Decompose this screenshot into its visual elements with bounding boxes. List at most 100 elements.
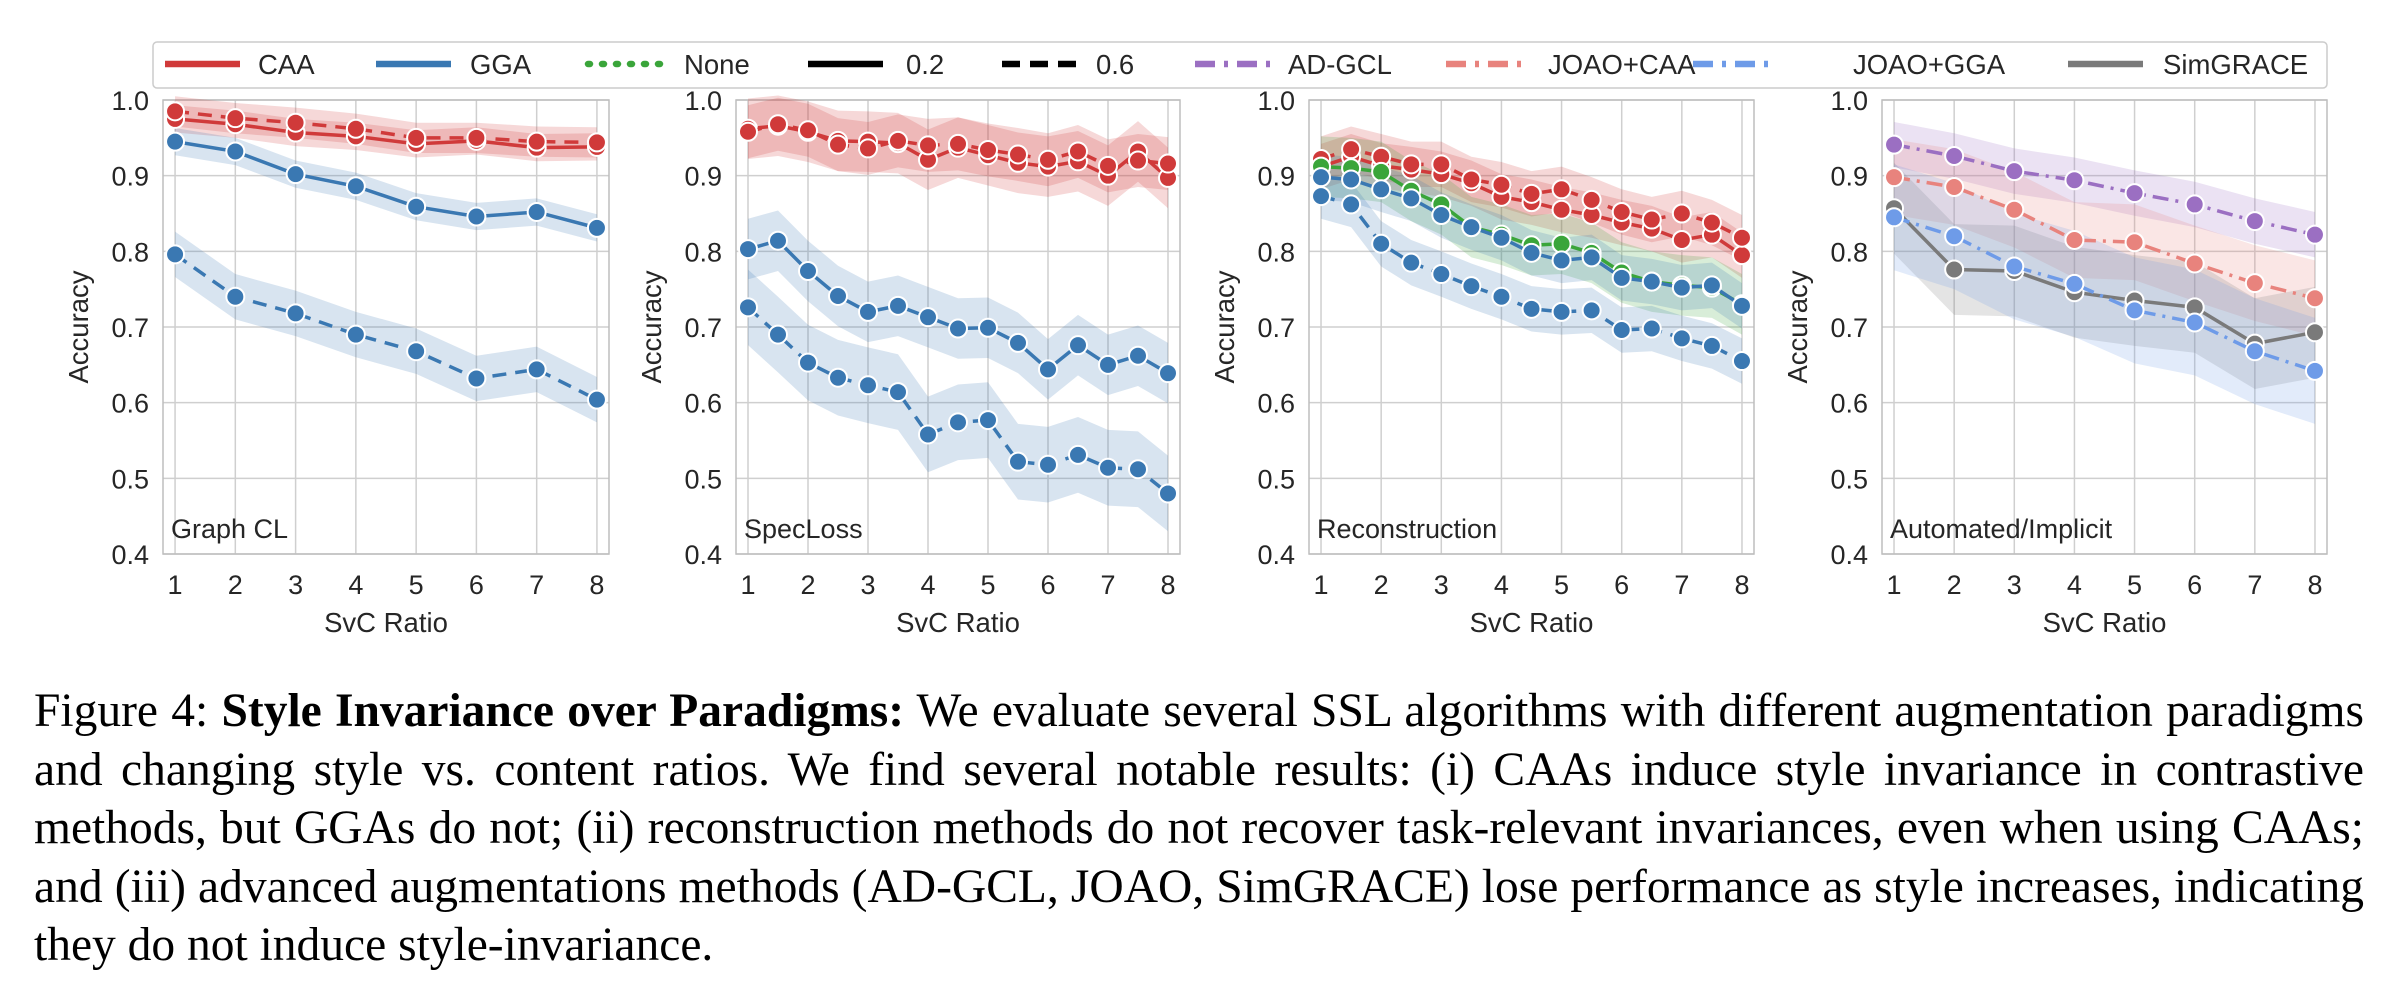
x-tick-label: 8 [2307,570,2322,600]
data-point [1551,199,1572,220]
y-tick-label: 0.6 [111,389,149,419]
data-point [1611,320,1632,341]
data-point [948,318,968,339]
data-point [1371,233,1392,254]
y-tick-label: 0.9 [1257,162,1295,192]
data-point [1311,167,1332,188]
y-tick-label: 1.0 [684,86,722,116]
data-point [2184,312,2205,333]
data-point [1671,229,1692,250]
y-tick-label: 0.4 [684,540,722,570]
data-point [2004,199,2025,220]
data-point [1671,203,1692,224]
y-tick-label: 0.4 [111,540,149,570]
data-point [1038,359,1058,380]
data-point [1551,233,1572,254]
data-point [1341,139,1362,160]
x-axis-label: SvC Ratio [1470,607,1594,638]
y-tick-label: 0.8 [1830,237,1868,267]
data-point [586,132,607,153]
legend-label: SimGRACE [2163,49,2308,80]
data-point [768,230,788,251]
y-tick-label: 1.0 [1830,86,1868,116]
y-tick-label: 0.4 [1257,540,1295,570]
data-point [345,324,366,345]
data-point [526,131,547,152]
data-point [1551,179,1572,200]
plot-frame [1881,99,2328,555]
x-tick-label: 1 [168,570,183,600]
data-point [1068,335,1088,356]
data-point [768,114,788,135]
series-line [1892,206,2316,346]
chart-panel-3: 0.4 0.5 0.6 0.7 0.8 0.9 1.0 1 2 3 4 5 6 7 8 SvC Ratio Ac… [1209,86,1755,638]
confidence-band [1894,164,2315,424]
y-tick-label: 0.6 [1257,389,1295,419]
x-tick-label: 3 [2007,570,2022,600]
caption-title: Style Invariance over Paradigms: [221,685,905,737]
confidence-band [1894,139,2315,337]
data-point [918,307,938,328]
panel-label: Graph CL [171,514,288,544]
data-point [1701,275,1722,296]
data-point [2064,273,2085,294]
data-point [768,324,788,345]
data-point [285,164,306,185]
data-point [165,101,186,122]
x-tick-label: 1 [1314,570,1329,600]
y-tick-label: 1.0 [111,86,149,116]
data-point [586,217,607,238]
data-point [1944,177,1965,198]
data-point [738,121,758,142]
data-point [2304,224,2325,245]
y-tick-label: 0.5 [111,464,149,494]
data-point [466,206,487,227]
x-tick-label: 4 [348,570,363,600]
legend-label: 0.2 [906,49,944,80]
data-point [858,375,878,396]
data-point [1641,271,1662,292]
series-line [174,109,597,145]
data-point [1611,267,1632,288]
data-point [1431,264,1452,285]
data-point [1341,194,1362,215]
data-point [858,301,878,322]
x-tick-label: 2 [1374,570,1389,600]
x-tick-label: 2 [1947,570,1962,600]
x-tick-label: 6 [469,570,484,600]
x-tick-label: 4 [2067,570,2082,600]
data-point [2304,288,2325,309]
x-axis-label: SvC Ratio [2043,607,2167,638]
y-tick-label: 0.5 [684,464,722,494]
data-point [1731,295,1752,316]
legend-label: 0.6 [1096,49,1134,80]
data-point [1944,226,1965,247]
data-point [285,112,306,133]
data-point [2244,211,2265,232]
data-point [1068,141,1088,162]
figure: CAA GGA None 0.2 0.6 AD-GCL JOAO+CAA JOAO+GGA Si… [63,41,2328,638]
data-point [165,244,186,265]
data-point [1491,174,1512,195]
data-point [1371,161,1392,182]
y-tick-label: 0.8 [684,237,722,267]
data-point [1158,483,1178,504]
panel-label: Automated/Implicit [1890,514,2113,544]
data-point [948,412,968,433]
data-point [406,127,427,148]
data-point [1884,207,1905,228]
chart-panel-2: 0.4 0.5 0.6 0.7 0.8 0.9 1.0 1 2 3 4 5 6 7 8 SvC Ratio Ac… [636,86,1181,638]
data-point [466,368,487,389]
x-tick-label: 3 [288,570,303,600]
data-point [918,424,938,445]
data-point [1401,154,1422,175]
y-tick-label: 0.9 [1830,162,1868,192]
legend-label: CAA [258,49,315,80]
data-point [2184,194,2205,215]
data-point [2244,341,2265,362]
caption-text: We evaluate several SSL algorithms with … [34,685,2364,971]
data-point [165,131,186,152]
x-tick-label: 7 [529,570,544,600]
data-point [1038,149,1058,170]
x-tick-label: 8 [589,570,604,600]
